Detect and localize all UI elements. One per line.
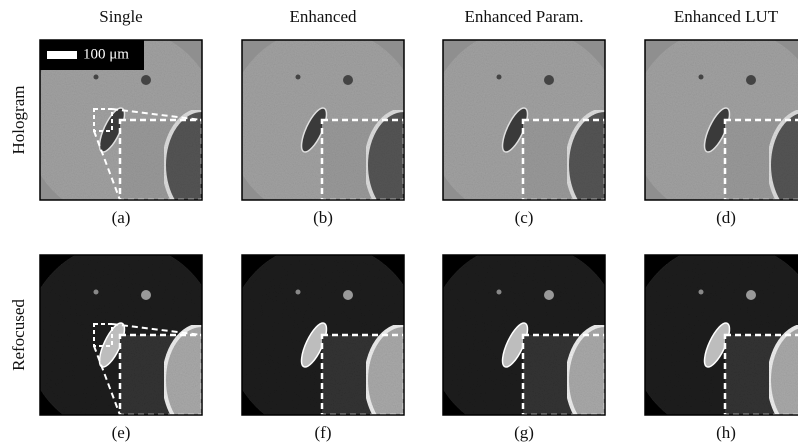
image-panel xyxy=(429,243,643,435)
panel-label: (f) xyxy=(315,423,332,442)
column-title: Enhanced xyxy=(289,7,357,26)
image-panel xyxy=(631,28,798,220)
small-cell xyxy=(141,75,151,85)
scale-bar-label: 100 μm xyxy=(83,46,129,62)
particle xyxy=(296,75,301,80)
small-cell xyxy=(141,290,151,300)
image-panel xyxy=(228,28,442,220)
particle xyxy=(699,75,704,80)
panel-label: (a) xyxy=(112,208,131,227)
column-title: Single xyxy=(99,7,142,26)
panel-label: (c) xyxy=(515,208,534,227)
row-label: Hologram xyxy=(9,86,28,155)
image-panel xyxy=(631,243,798,435)
panel-label: (e) xyxy=(112,423,131,442)
small-cell xyxy=(544,290,554,300)
panel-label: (g) xyxy=(514,423,534,442)
figure: Single Enhanced Enhanced Param. Enhanced LU… xyxy=(0,0,798,448)
column-title: Enhanced Param. xyxy=(465,7,584,26)
small-cell xyxy=(343,290,353,300)
row-label: Refocused xyxy=(9,299,28,371)
panel-label: (b) xyxy=(313,208,333,227)
image-panel xyxy=(26,243,240,435)
scale-bar: 100 μm xyxy=(40,40,144,70)
image-panel xyxy=(429,28,643,220)
image-panel xyxy=(228,243,442,435)
small-cell xyxy=(544,75,554,85)
panel-label: (h) xyxy=(716,423,736,442)
particle xyxy=(296,290,301,295)
small-cell xyxy=(746,75,756,85)
particle xyxy=(94,75,99,80)
scale-bar-line xyxy=(47,51,77,59)
particle xyxy=(94,290,99,295)
particle xyxy=(497,75,502,80)
small-cell xyxy=(746,290,756,300)
small-cell xyxy=(343,75,353,85)
column-title: Enhanced LUT xyxy=(674,7,779,26)
panel-label: (d) xyxy=(716,208,736,227)
particle xyxy=(497,290,502,295)
particle xyxy=(699,290,704,295)
